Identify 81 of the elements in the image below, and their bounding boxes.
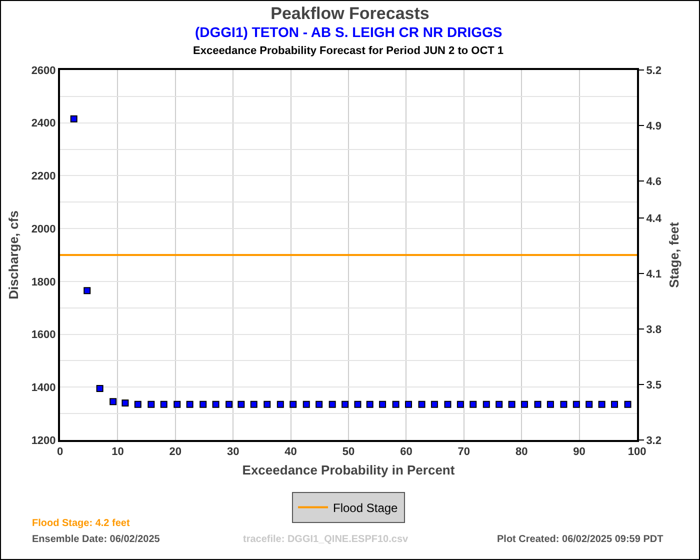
y-tick-label: 1200 [31,434,56,447]
point [148,400,155,408]
x-tick-label: 60 [400,446,412,458]
y-tick-label: 2000 [31,223,56,236]
x-axis-title: Exceedance Probability in Percent [242,462,456,478]
point [430,400,438,408]
point [392,400,400,408]
x-tick-label: 40 [284,446,297,458]
x-tick-label: 80 [515,446,528,458]
point [186,400,194,408]
y2-tick-label: 4.6 [646,176,662,188]
point [122,400,129,406]
point [572,400,580,408]
point [226,400,233,408]
point [134,400,142,408]
x-tick-label: 10 [112,446,124,458]
point [200,400,207,408]
y2-tick-label: 5.2 [646,64,662,77]
point [212,400,220,408]
y-tick-label: 2600 [31,64,56,77]
y-tick-label: 2200 [31,170,56,183]
y-tick-label: 1800 [31,276,56,288]
point [520,400,528,408]
point [70,115,78,122]
y2-tick-label: 4.1 [646,268,662,280]
point [366,400,374,408]
point [546,400,554,408]
y2-tick-label: 4.9 [646,120,662,132]
point [110,398,117,406]
y-tick-label: 1600 [31,329,56,342]
point [611,400,618,408]
x-tick-label: 0 [56,446,64,458]
x-tick-label: 70 [458,446,470,458]
point [328,400,336,408]
point [444,400,452,408]
point [598,400,606,408]
text: Plot Created: 06/02/2025 09:59 PDT [497,534,664,545]
y-tick-label: 1400 [31,382,56,394]
point [238,400,245,408]
point [586,400,593,408]
point [624,400,632,408]
y-axis-title: Discharge, cfs [6,210,21,300]
point [290,400,297,408]
point [379,400,386,408]
point [160,400,168,408]
y2-tick-label: 4.4 [646,212,662,225]
point [342,400,349,408]
legend-label: Flood Stage [333,500,398,515]
x-tick-label: 90 [573,446,586,458]
x-tick-label: 50 [342,446,355,458]
point [96,384,104,392]
point [418,400,426,408]
text: Flood Stage: 4.2 feet [32,518,130,529]
x-tick-label: 20 [169,446,182,458]
point [84,287,91,294]
chart-title: Peakflow Forecasts [270,4,430,23]
point [456,400,464,408]
y2-tick-label: 3.8 [646,324,662,336]
text: Exceedance Probability Forecast for Period JUN 2 to OCT 1 [193,45,504,57]
text: Ensemble Date: 06/02/2025 [32,534,160,545]
point [496,400,503,408]
x-tick-label: 100 [628,446,646,458]
point [560,400,568,408]
y-tick-label: 2400 [31,118,56,130]
point [482,400,490,408]
point [264,400,271,408]
point [470,400,477,408]
chart-subtitle: (DGGI1) TETON - AB S. LEIGH CR NR DRIGGS [195,24,502,40]
y2-axis-title: Stage, feet [666,221,682,288]
point [508,400,516,408]
y2-tick-label: 3.2 [646,434,662,447]
point [250,400,258,408]
point [276,400,284,408]
point [405,400,412,408]
point [174,400,181,408]
y2-tick-label: 3.5 [646,379,662,392]
x-tick-label: 30 [226,446,240,458]
point [302,400,310,408]
point [534,400,542,408]
point [354,400,362,408]
point [316,400,323,408]
